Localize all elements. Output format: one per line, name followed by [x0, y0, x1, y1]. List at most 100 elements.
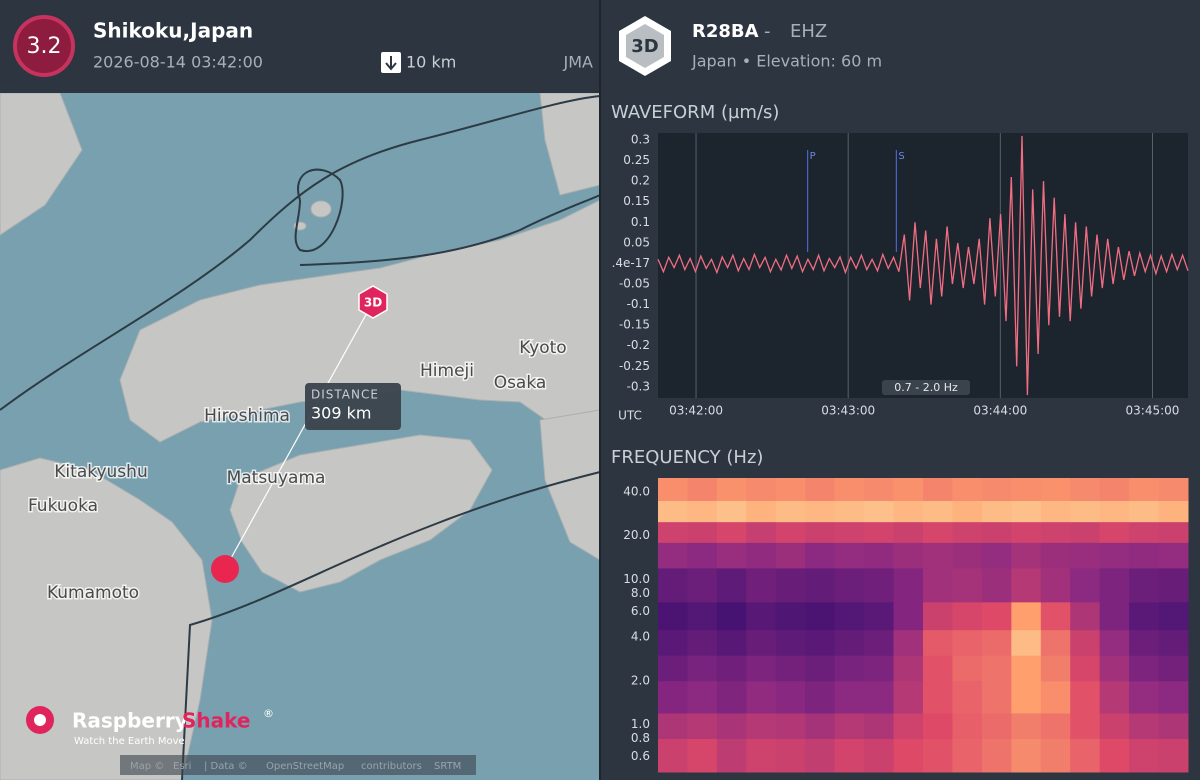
brand: Raspberry — [72, 709, 188, 733]
spectrogram-cell — [1070, 680, 1101, 714]
spectrogram-cell — [834, 478, 865, 501]
spectrogram-cell — [952, 680, 983, 714]
attribution-bar — [120, 755, 476, 775]
y-tick-label: 0.8 — [631, 731, 650, 745]
spectrogram-cell — [923, 655, 953, 682]
spectrogram-cell — [981, 478, 1012, 501]
attribution: Map © Esri | Data © OpenStreetMap contributo… — [130, 761, 461, 772]
logo-icon-center — [34, 714, 46, 726]
spectrogram-cell — [1129, 478, 1160, 501]
filter-badge — [882, 380, 970, 395]
spectrogram-cell — [1158, 712, 1189, 739]
spectrogram-cell — [923, 712, 953, 739]
y-tick-label: 0.3 — [631, 132, 650, 146]
spectrogram-cell — [923, 738, 953, 773]
station-badge-label: 3D — [631, 36, 658, 57]
distance-value: 309 km — [311, 404, 371, 423]
boundary — [0, 95, 601, 780]
spectrogram-cell — [1070, 500, 1101, 523]
spectrogram-cell — [834, 629, 865, 656]
epicenter-marker[interactable] — [211, 555, 239, 583]
spectrogram-cell — [658, 500, 688, 523]
spectrogram-cell — [716, 500, 747, 523]
spectrogram-cell — [1070, 738, 1101, 773]
spectrogram-cell — [687, 567, 718, 603]
spectrogram-cell — [952, 738, 983, 773]
map[interactable]: 3D DISTANCE 309 km Kyoto Osaka Himeji Hiros… — [0, 92, 601, 780]
spectrogram-cell — [952, 567, 983, 603]
spectrogram-cell — [864, 712, 895, 739]
spectrogram-cell — [1070, 478, 1101, 501]
spectrogram-cell — [716, 738, 747, 773]
y-tick-label: 1.0 — [631, 717, 650, 731]
spectrogram-cell — [893, 601, 924, 631]
spectrogram-cell — [775, 567, 806, 603]
spectrogram-cell — [834, 655, 865, 682]
spectrogram-cell — [864, 542, 895, 569]
spectrogram-cell — [981, 680, 1012, 714]
spectrogram-cell — [746, 738, 777, 773]
spectrogram-title: FREQUENCY (Hz) — [611, 447, 763, 468]
y-tick-label: 0.05 — [623, 235, 650, 249]
station-badge-inner — [626, 24, 664, 68]
spectrogram-cell — [1070, 655, 1101, 682]
station-marker-label: 3D — [364, 296, 382, 310]
spectrogram-cell — [893, 680, 924, 714]
spectrogram-cell — [1158, 500, 1189, 523]
spectrogram-cell — [952, 629, 983, 656]
spectrogram-cell — [1099, 478, 1130, 501]
spectrogram-cell — [658, 542, 688, 569]
spectrogram-cell — [658, 629, 688, 656]
spectrogram-cell — [834, 542, 865, 569]
spectrogram-cell — [1158, 680, 1189, 714]
station-marker[interactable] — [358, 285, 388, 319]
spectrogram-cell — [1011, 500, 1042, 523]
place-label: Kitakyushu — [54, 462, 147, 482]
filter-label: 0.7 - 2.0 Hz — [894, 381, 958, 394]
spectrogram-cell — [1011, 738, 1042, 773]
spectrogram-cell — [864, 478, 895, 501]
spectrogram-cell — [893, 567, 924, 603]
spectrogram-cell — [716, 680, 747, 714]
spectrogram-cell — [1011, 521, 1042, 543]
spectrogram-cell — [1040, 500, 1071, 523]
spectrogram-cell — [1158, 601, 1189, 631]
spectrogram-cell — [864, 521, 895, 543]
spectrogram-cell — [864, 629, 895, 656]
y-tick-label: 10.0 — [623, 572, 650, 586]
place-label: Himeji — [420, 361, 474, 381]
spectrogram-cell — [1129, 567, 1160, 603]
spectrogram-cell — [1158, 542, 1189, 569]
spectrogram-cell — [716, 521, 747, 543]
spectrogram-cell — [834, 500, 865, 523]
spectrogram-cell — [1129, 738, 1160, 773]
y-tick-label: -0.15 — [619, 318, 650, 332]
spectrogram-cell — [893, 629, 924, 656]
spectrogram-cell — [981, 712, 1012, 739]
spectrogram-cell — [834, 601, 865, 631]
spectrogram-cell — [864, 567, 895, 603]
spectrogram-chart: 40.0 20.0 10.08.0 6.0 4.0 2.0 1.00.8 0.6 — [623, 478, 1189, 773]
time-zone: UTC — [618, 409, 642, 423]
distance-label: DISTANCE — [311, 388, 379, 402]
event-depth: 10 km — [406, 53, 456, 72]
spectrogram-cell — [716, 567, 747, 603]
spectrogram-cell — [687, 542, 718, 569]
spectrogram-cell — [923, 500, 953, 523]
attribution-text: Esri — [173, 761, 191, 772]
spectrogram-cell — [805, 478, 836, 501]
spectrogram-cell — [952, 601, 983, 631]
y-tick-label: .4e-17 — [612, 256, 650, 270]
spectrogram-cell — [658, 521, 688, 543]
registered: ® — [263, 707, 274, 720]
place-label: Kumamoto — [47, 583, 139, 603]
spectrogram-cell — [864, 655, 895, 682]
spectrogram-cell — [923, 680, 953, 714]
spectrogram-cell — [805, 738, 836, 773]
phase-label: S — [898, 151, 904, 162]
spectrogram-cell — [981, 500, 1012, 523]
spectrogram-cell — [1011, 712, 1042, 739]
y-tick-label: 20.0 — [623, 528, 650, 542]
y-tick-label: -0.2 — [627, 338, 650, 352]
